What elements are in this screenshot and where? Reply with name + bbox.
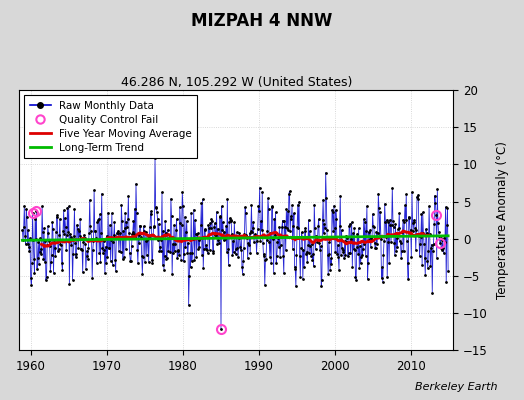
Y-axis label: Temperature Anomaly (°C): Temperature Anomaly (°C)	[496, 141, 509, 299]
Text: Berkeley Earth: Berkeley Earth	[416, 382, 498, 392]
Legend: Raw Monthly Data, Quality Control Fail, Five Year Moving Average, Long-Term Tren: Raw Monthly Data, Quality Control Fail, …	[25, 95, 197, 158]
Title: 46.286 N, 105.292 W (United States): 46.286 N, 105.292 W (United States)	[121, 76, 352, 89]
Text: MIZPAH 4 NNW: MIZPAH 4 NNW	[191, 12, 333, 30]
